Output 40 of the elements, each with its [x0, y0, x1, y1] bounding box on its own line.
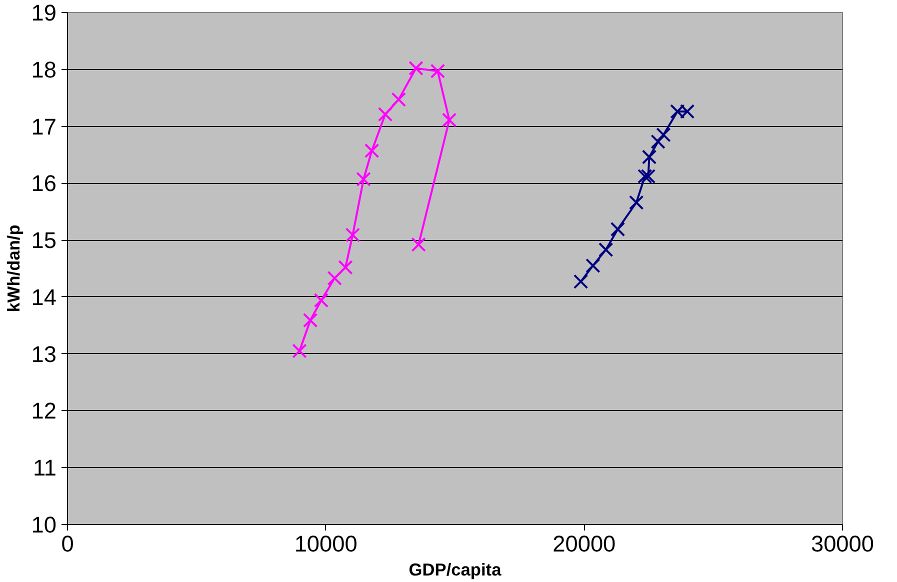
- point: [442, 112, 457, 128]
- point: [586, 258, 600, 274]
- y-tick-label: 15: [31, 227, 56, 254]
- y-tick-label: 12: [31, 398, 56, 424]
- y-tick-label: 13: [31, 340, 56, 367]
- point: [345, 228, 360, 242]
- point: [598, 242, 614, 258]
- point: [610, 222, 626, 237]
- point: [364, 143, 380, 158]
- point: [356, 172, 371, 187]
- point: [573, 274, 588, 289]
- y-tick-label: 16: [31, 170, 56, 196]
- x-tick-label: 10000: [294, 530, 358, 556]
- point: [302, 312, 318, 328]
- point: [628, 195, 644, 210]
- point: [338, 260, 353, 275]
- point: [430, 64, 446, 78]
- point: [408, 60, 424, 76]
- point: [391, 92, 406, 107]
- y-tick-label: 14: [31, 284, 56, 310]
- x-axis-title: GDP/capita: [408, 560, 502, 580]
- point: [292, 344, 307, 358]
- x-tick-label: 20000: [552, 530, 616, 556]
- point: [642, 150, 657, 164]
- point: [650, 134, 666, 149]
- point: [411, 237, 426, 252]
- point: [327, 270, 342, 286]
- point: [656, 127, 671, 142]
- point: [314, 292, 329, 308]
- y-tick-label: 10: [31, 512, 56, 538]
- x-tick-label: 30000: [811, 530, 874, 556]
- point: [378, 106, 393, 122]
- y-tick-label: 11: [32, 454, 57, 481]
- point: [640, 168, 656, 184]
- y-axis-title: kWh/dan/p: [3, 224, 24, 312]
- y-tick-label: 18: [31, 56, 56, 82]
- point: [638, 168, 652, 184]
- y-tick-label: 17: [31, 113, 56, 140]
- x-tick-label: 0: [61, 530, 74, 556]
- y-tick-label: 19: [31, 0, 56, 26]
